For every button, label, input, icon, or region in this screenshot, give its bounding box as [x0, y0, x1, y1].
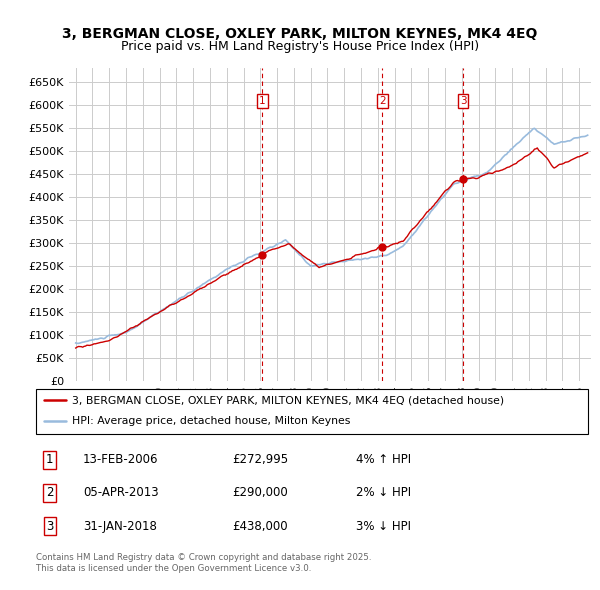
Text: £290,000: £290,000: [232, 486, 288, 500]
Text: HPI: Average price, detached house, Milton Keynes: HPI: Average price, detached house, Milt…: [72, 417, 350, 426]
FancyBboxPatch shape: [36, 389, 588, 434]
Text: Price paid vs. HM Land Registry's House Price Index (HPI): Price paid vs. HM Land Registry's House …: [121, 40, 479, 53]
Text: 1: 1: [259, 96, 266, 106]
Text: 2: 2: [379, 96, 386, 106]
Text: 05-APR-2013: 05-APR-2013: [83, 486, 158, 500]
Text: 3: 3: [46, 520, 53, 533]
Text: 3: 3: [460, 96, 466, 106]
Text: 3% ↓ HPI: 3% ↓ HPI: [356, 520, 411, 533]
Text: 1: 1: [46, 453, 53, 466]
Text: £438,000: £438,000: [232, 520, 287, 533]
Text: 3, BERGMAN CLOSE, OXLEY PARK, MILTON KEYNES, MK4 4EQ (detached house): 3, BERGMAN CLOSE, OXLEY PARK, MILTON KEY…: [72, 395, 504, 405]
Text: £272,995: £272,995: [232, 453, 288, 466]
Text: 13-FEB-2006: 13-FEB-2006: [83, 453, 158, 466]
Text: 2: 2: [46, 486, 53, 500]
Text: Contains HM Land Registry data © Crown copyright and database right 2025.
This d: Contains HM Land Registry data © Crown c…: [36, 553, 371, 572]
Text: 2% ↓ HPI: 2% ↓ HPI: [356, 486, 411, 500]
Text: 3, BERGMAN CLOSE, OXLEY PARK, MILTON KEYNES, MK4 4EQ: 3, BERGMAN CLOSE, OXLEY PARK, MILTON KEY…: [62, 27, 538, 41]
Text: 4% ↑ HPI: 4% ↑ HPI: [356, 453, 411, 466]
Text: 31-JAN-2018: 31-JAN-2018: [83, 520, 157, 533]
